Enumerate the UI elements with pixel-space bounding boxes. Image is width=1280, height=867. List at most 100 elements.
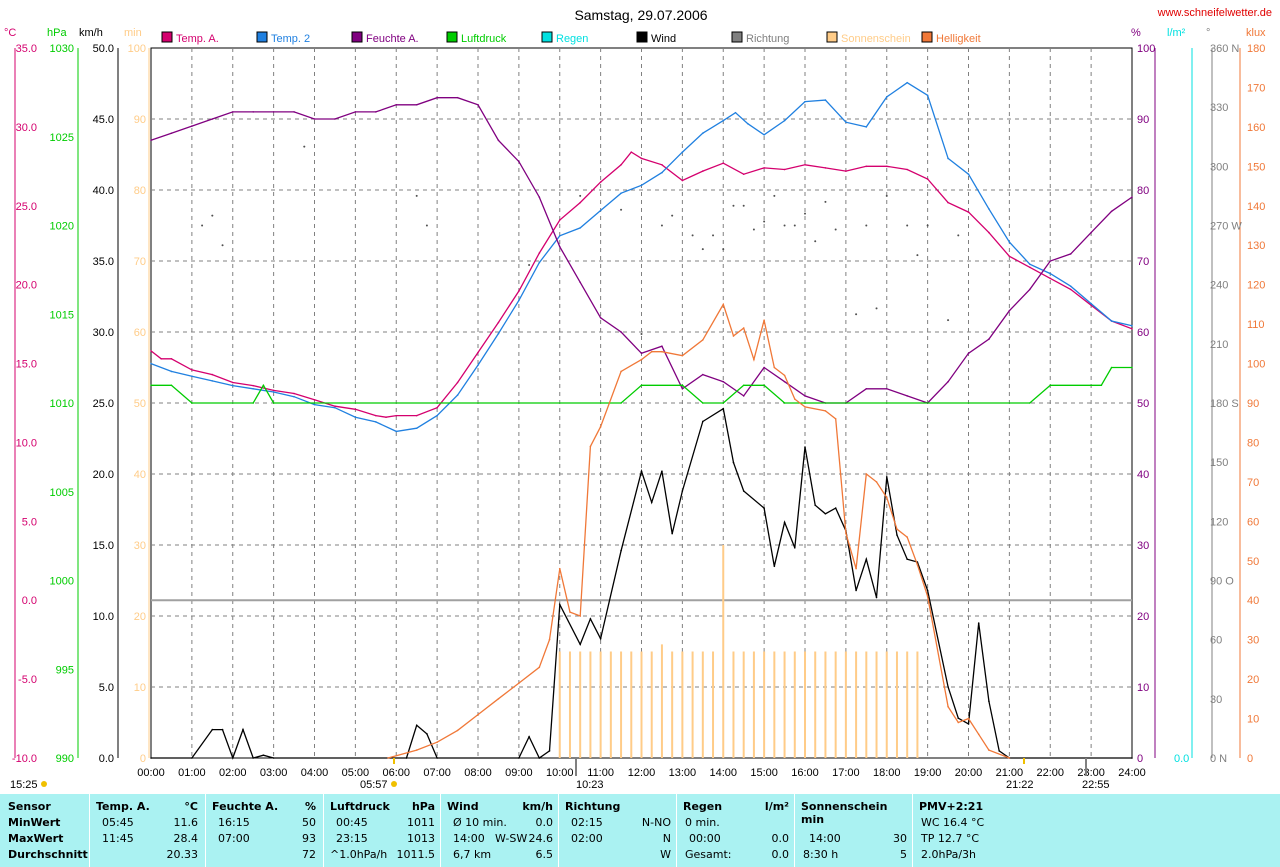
series-temp-2-point xyxy=(845,121,847,123)
min-tick: 90 xyxy=(134,114,146,126)
sunrise-icon xyxy=(391,781,397,787)
direction-dot xyxy=(671,214,674,217)
klux-tick: 50 xyxy=(1247,556,1259,568)
series-wind-point xyxy=(221,728,224,731)
col-pmv: PMV+2:21 WC 16.4 °C TP 12.7 °C 2.0hPa/3h xyxy=(912,794,1280,867)
right-unit-label: ° xyxy=(1206,27,1210,39)
series-helligkeit-point xyxy=(661,350,663,353)
series-helligkeit-point xyxy=(548,638,551,641)
min-tick: 30 xyxy=(134,540,146,552)
direction-dot xyxy=(957,234,960,237)
series-feuchte-a-point xyxy=(763,366,765,369)
legend-swatch xyxy=(351,31,363,43)
col-temp-header: Temp. A. xyxy=(96,800,150,813)
series-wind-point xyxy=(885,476,888,478)
series-temp-2-point xyxy=(783,119,786,122)
press-avg-value: 1011.5 xyxy=(396,848,436,861)
series-temp-2-point xyxy=(1029,263,1031,265)
series-wind-point xyxy=(906,558,908,560)
pmv-pressure-trend: 2.0hPa/3h xyxy=(921,848,977,861)
series-luftdruck-point xyxy=(170,384,173,387)
klux-tick: 150 xyxy=(1247,161,1265,173)
direction-dot xyxy=(947,319,950,322)
kmh-tick: 15.0 xyxy=(93,540,114,552)
kmh-tick: 35.0 xyxy=(93,256,114,268)
dir-tick: 120 xyxy=(1210,516,1228,528)
hour-tick: 05:00 xyxy=(342,767,370,779)
series-feuchte-a-point xyxy=(1131,196,1133,198)
series-wind-point xyxy=(579,643,581,646)
dir-tick: 210 xyxy=(1210,339,1228,351)
min-tick: 50 xyxy=(134,398,146,410)
series-wind-point xyxy=(742,490,745,492)
klux-tick: 10 xyxy=(1247,714,1259,726)
series-wind-point xyxy=(702,420,704,423)
series-wind-point xyxy=(528,735,530,738)
temp-min-value: 11.6 xyxy=(173,816,199,829)
series-temp-2-point xyxy=(150,362,152,365)
site-link[interactable]: www.schneifelwetter.de xyxy=(1157,7,1272,19)
series-temp-2-point xyxy=(947,157,949,160)
series-luftdruck-point xyxy=(702,402,704,404)
min-tick: 80 xyxy=(134,185,146,197)
rain-max-value: 0.0 xyxy=(771,832,790,845)
series-helligkeit-point xyxy=(926,595,929,598)
series-temp-2-point xyxy=(988,208,990,210)
series-temp-a-point xyxy=(518,290,520,292)
kmh-tick: 25.0 xyxy=(93,398,114,410)
series-helligkeit xyxy=(387,302,1010,759)
hour-tick: 04:00 xyxy=(301,767,329,779)
series-feuchte-a-point xyxy=(558,246,561,248)
series-wind-point xyxy=(231,757,234,759)
col-hum-header: Feuchte A. xyxy=(212,800,279,813)
series-luftdruck-point xyxy=(272,402,275,404)
min-tick: 10 xyxy=(134,682,146,694)
hour-tick: 09:00 xyxy=(505,767,533,779)
dir-tick: 180 S xyxy=(1210,398,1239,410)
series-helligkeit-point xyxy=(804,406,806,408)
series-wind-point xyxy=(834,507,837,509)
series-temp-2-point xyxy=(231,384,234,387)
series-helligkeit-point xyxy=(773,366,776,369)
klux-tick: 160 xyxy=(1247,122,1265,134)
series-temp-2-point xyxy=(885,96,888,98)
direction-dot xyxy=(783,224,786,227)
series-feuchte-a-point xyxy=(620,331,622,333)
series-feuchte-a-point xyxy=(272,111,275,113)
direction-dot xyxy=(221,244,224,247)
series-temp-a-point xyxy=(1008,255,1011,258)
series-temp-a-point xyxy=(845,170,847,172)
series-feuchte-a-point xyxy=(538,196,541,198)
series-wind-point xyxy=(671,532,673,535)
series-wind-point xyxy=(967,723,970,725)
series-temp-2-point xyxy=(763,133,765,136)
direction-dot xyxy=(701,248,704,251)
rain-total-value: 0.0 xyxy=(771,848,790,861)
legend-swatch xyxy=(731,31,743,43)
series-feuchte-a-point xyxy=(599,317,602,319)
series-wind-point xyxy=(988,700,990,702)
hour-tick: 17:00 xyxy=(832,767,860,779)
temp-avg-value: 20.33 xyxy=(166,848,199,861)
direction-dot xyxy=(834,228,837,231)
legend-swatch xyxy=(446,31,458,43)
series-wind-point xyxy=(865,558,868,560)
series-wind-point xyxy=(763,507,765,509)
series-helligkeit-point xyxy=(906,536,908,538)
klux-tick: 90 xyxy=(1247,398,1259,410)
legend-label: Richtung xyxy=(746,33,789,45)
dir-max-value: N xyxy=(662,832,671,845)
direction-dot xyxy=(855,313,858,316)
hpa-tick: 1000 xyxy=(50,576,74,588)
direction-dot xyxy=(752,228,755,231)
series-temp-a-point xyxy=(722,162,725,164)
series-wind-point xyxy=(1131,757,1133,759)
hum-min-time: 16:15 xyxy=(218,816,250,829)
col-press: Luftdruck hPa 00:45 1011 23:15 1013 ^1.0… xyxy=(323,794,441,867)
direction-dot xyxy=(640,332,643,335)
series-helligkeit-point xyxy=(518,682,520,684)
kmh-tick: 0.0 xyxy=(99,753,114,765)
pct-tick: 10 xyxy=(1137,682,1149,694)
col-wind: Wind km/h Ø 10 min. 0.0 14:00 W-SW 24.6 … xyxy=(440,794,559,867)
series-temp-a-point xyxy=(415,414,418,417)
